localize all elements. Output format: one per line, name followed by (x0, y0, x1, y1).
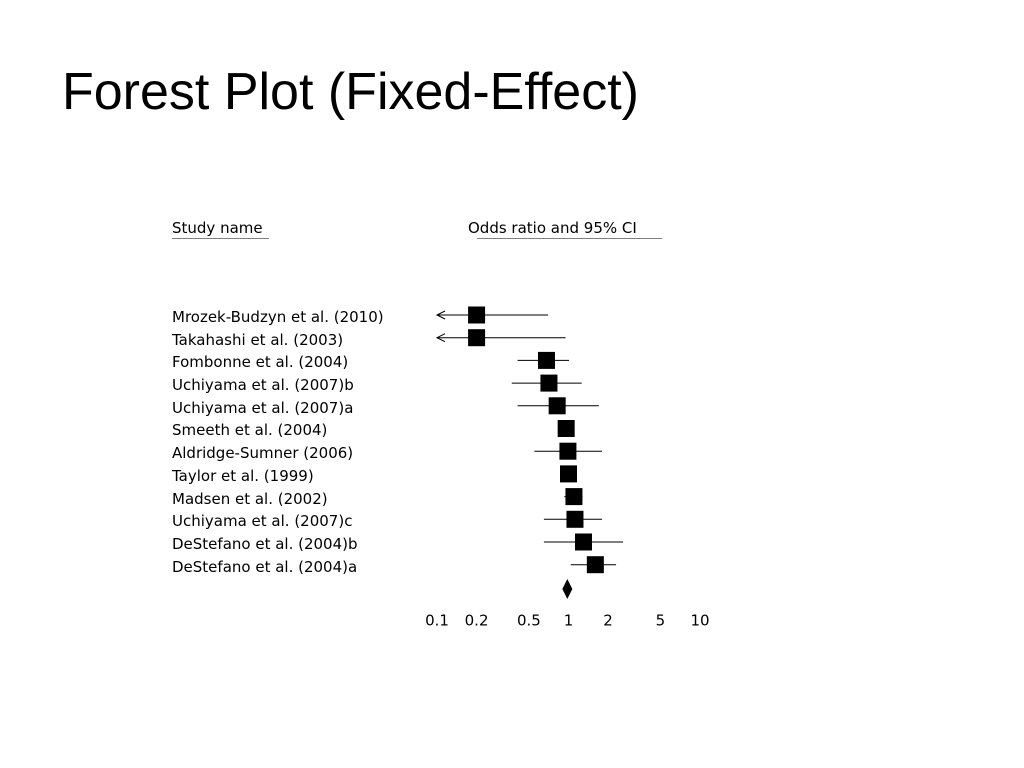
odds-ratio-header-underline (477, 238, 662, 239)
study-name-label: Takahashi et al. (2003) (172, 330, 344, 349)
x-tick-label: 0.1 (425, 612, 449, 630)
point-estimate-box (559, 442, 577, 460)
study-name-label: Uchiyama et al. (2007)c (172, 512, 353, 531)
study-name-label: Smeeth et al. (2004) (172, 421, 328, 440)
study-name-label: Uchiyama et al. (2007)b (172, 376, 354, 395)
x-tick-label: 1 (564, 612, 574, 630)
point-estimate-box (586, 556, 604, 574)
study-name-label: Taylor et al. (1999) (172, 466, 314, 485)
study-name-label: Aldridge-Sumner (2006) (172, 444, 354, 463)
x-tick-label: 5 (656, 612, 666, 630)
study-name-label: Madsen et al. (2002) (172, 489, 328, 508)
odds-ratio-header: Odds ratio and 95% CI (468, 219, 637, 237)
study-name-header-underline (172, 238, 269, 239)
study-name-label: DeStefano et al. (2004)a (172, 557, 358, 576)
study-list: Mrozek-Budzyn et al. (2010) Takahashi et … (172, 307, 384, 579)
study-name-label: Mrozek-Budzyn et al. (2010) (172, 308, 384, 326)
point-estimate-box (557, 420, 575, 437)
x-tick-label: 0.5 (517, 612, 541, 630)
truncated-ci-arrow (435, 333, 446, 343)
study-name-header: Study name (172, 219, 263, 237)
x-tick-label: 10 (690, 612, 709, 630)
point-estimate-box (537, 351, 555, 369)
slide-title: Forest Plot (Fixed-Effect) (62, 63, 639, 121)
truncated-ci-arrow (435, 310, 446, 320)
point-estimate-box (565, 488, 583, 506)
point-estimate-box (566, 510, 584, 528)
x-tick-label: 0.2 (465, 612, 489, 630)
x-tick-label: 2 (603, 612, 613, 630)
point-estimate-box (468, 329, 486, 347)
study-name-label: DeStefano et al. (2004)b (172, 534, 358, 553)
point-estimate-box (540, 374, 558, 392)
point-estimate-box (468, 306, 486, 324)
point-estimate-box (548, 397, 566, 415)
summary-diamond (562, 579, 573, 599)
point-estimate-box (560, 465, 577, 483)
study-name-label: Uchiyama et al. (2007)a (172, 398, 354, 417)
point-estimate-box (574, 533, 592, 551)
study-name-label: Fombonne et al. (2004) (172, 353, 349, 372)
